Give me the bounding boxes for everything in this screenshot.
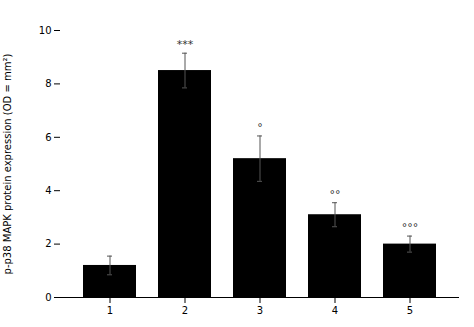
svg-text:4: 4: [45, 185, 51, 196]
svg-text:3: 3: [257, 305, 263, 316]
svg-text:5: 5: [407, 305, 413, 316]
svg-text:°°°: °°°: [402, 221, 419, 234]
svg-text:2: 2: [45, 238, 51, 249]
svg-text:8: 8: [45, 78, 51, 89]
svg-text:4: 4: [332, 305, 338, 316]
svg-text:2: 2: [182, 305, 188, 316]
svg-text:6: 6: [45, 132, 51, 143]
svg-text:°°: °°: [330, 188, 341, 201]
svg-text:°: °: [257, 121, 263, 134]
svg-text:0: 0: [45, 292, 51, 303]
svg-text:1: 1: [107, 305, 113, 316]
svg-text:***: ***: [177, 38, 194, 51]
svg-text:10: 10: [39, 25, 52, 36]
svg-text:p-p38 MAPK protein expression: p-p38 MAPK protein expression (OD = mm²): [2, 53, 13, 274]
